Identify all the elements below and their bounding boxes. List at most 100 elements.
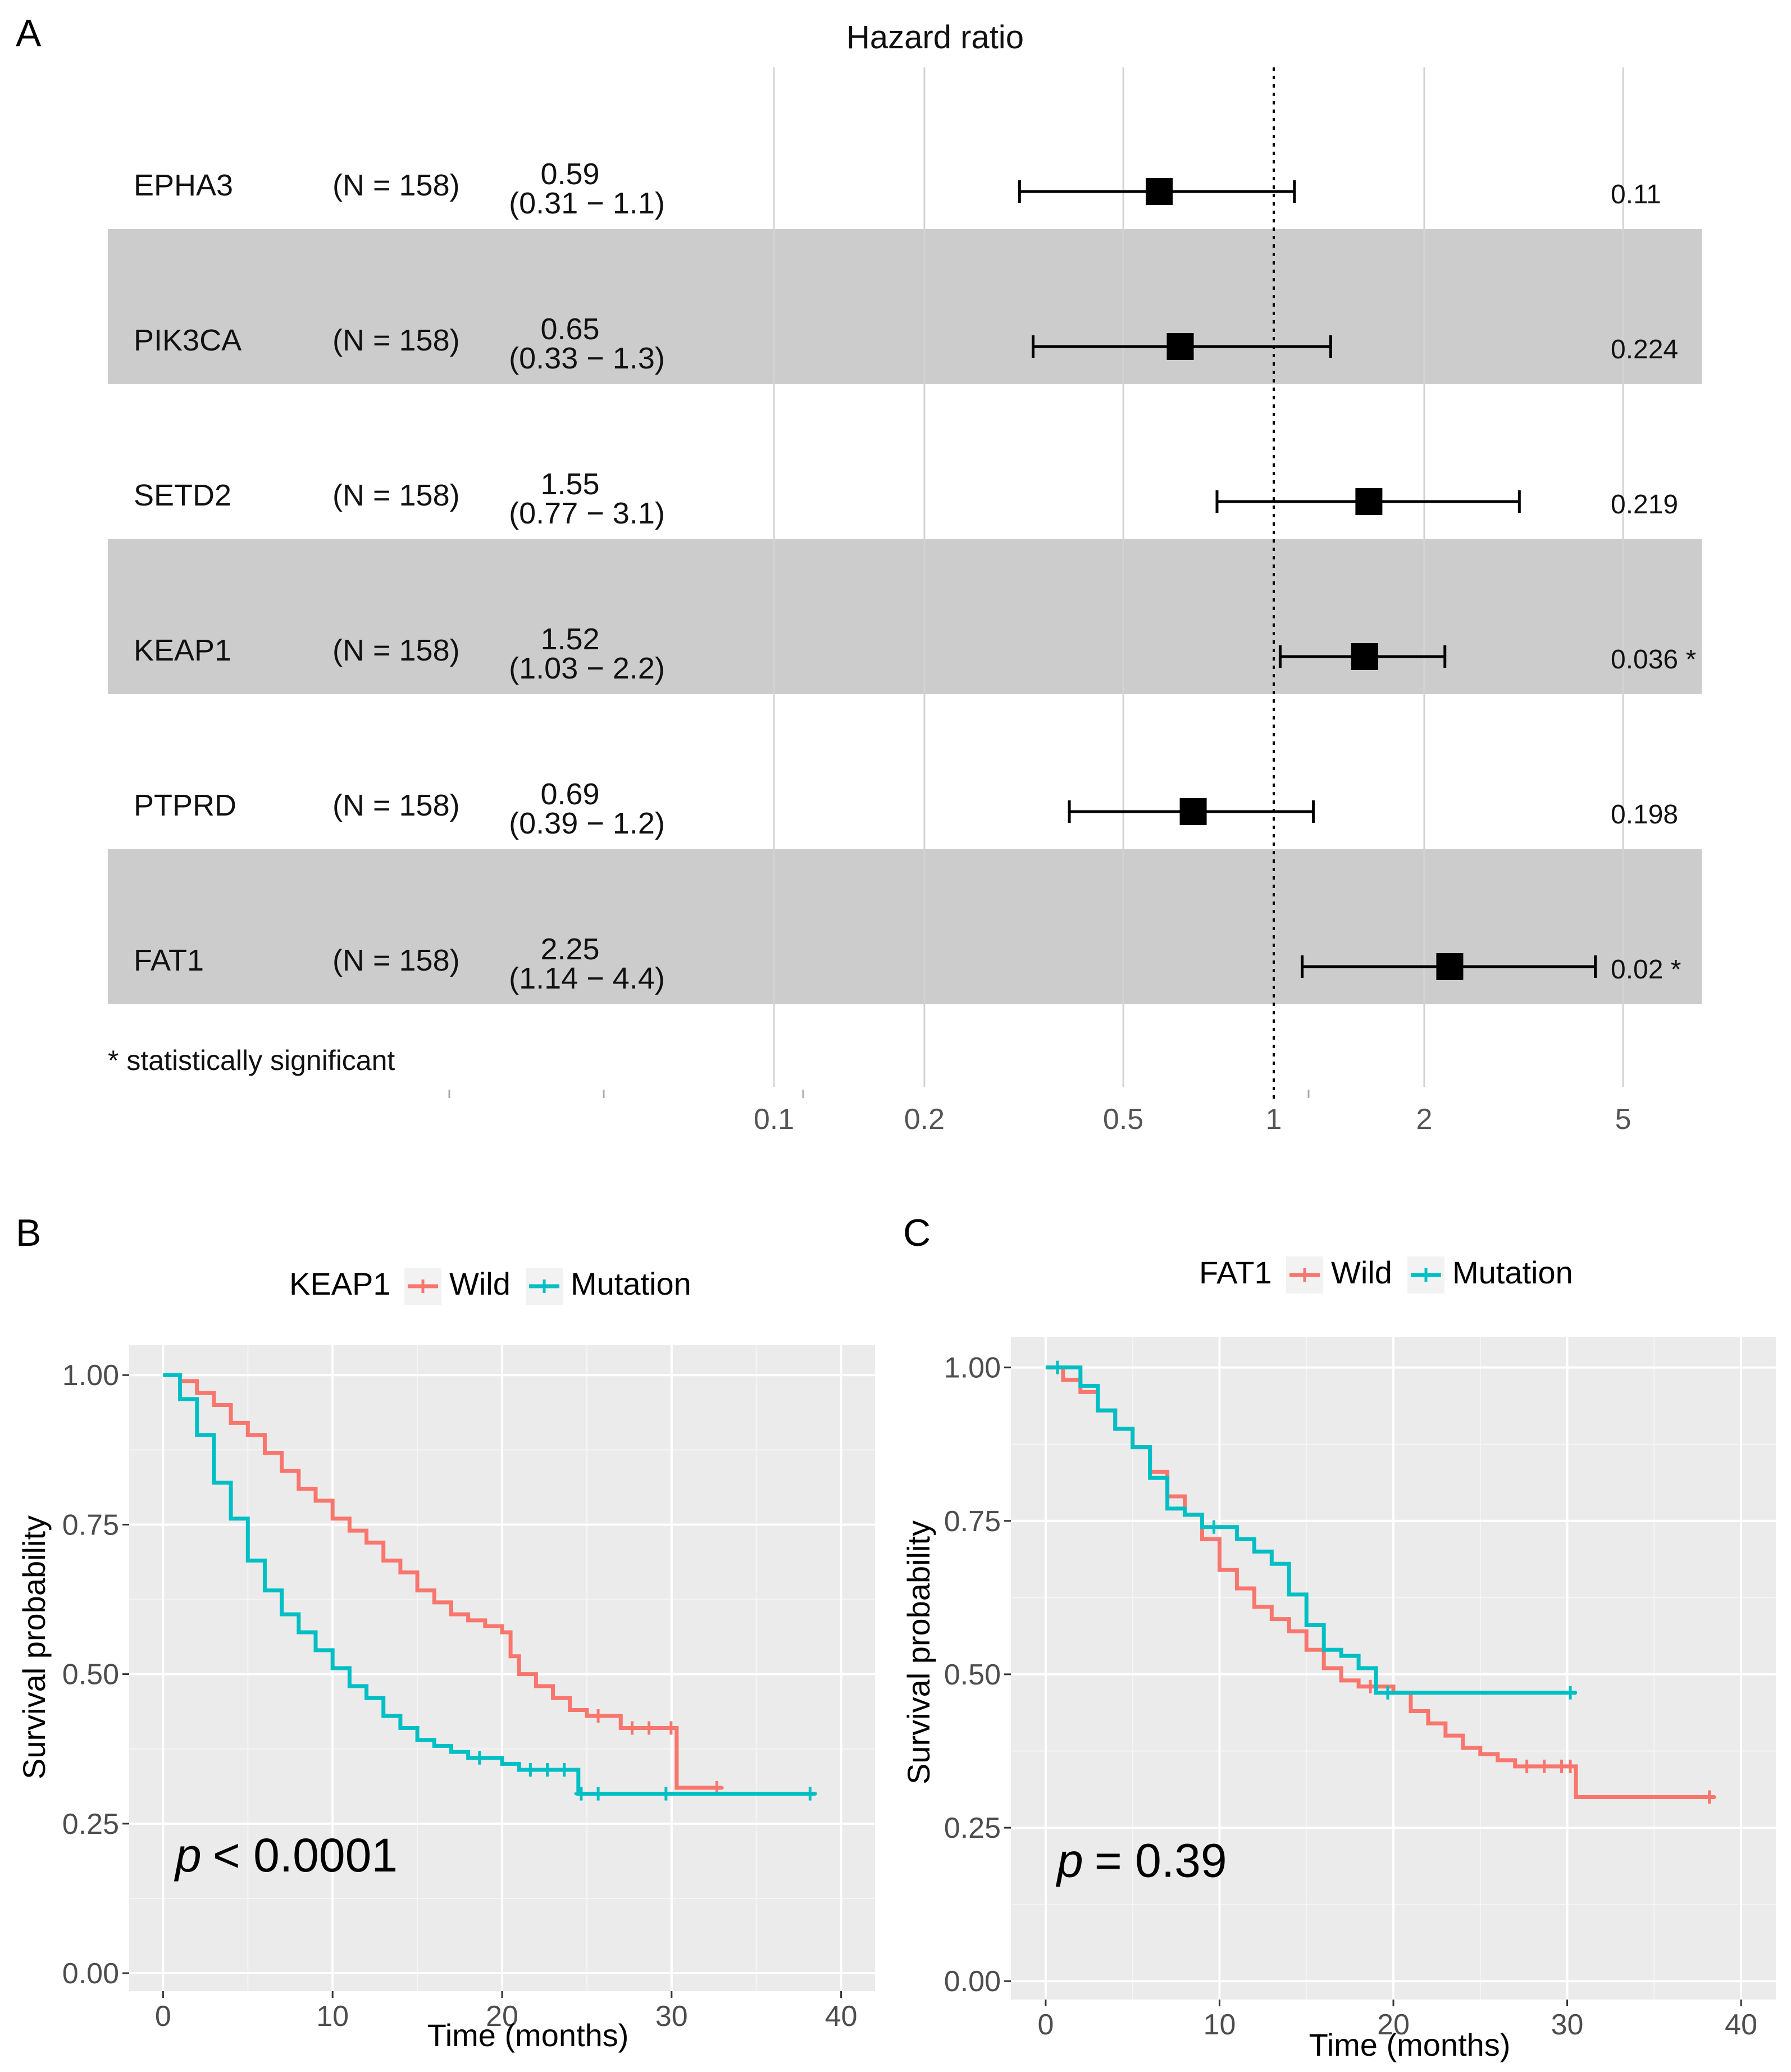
forest-row-ptprd: PTPRD (N = 158) 0.69(0.39 − 1.2) 0.198	[134, 777, 1678, 840]
y-tick-label: 1.00	[944, 1352, 1001, 1385]
hr-point	[1146, 178, 1173, 205]
ci-label: (0.77 − 3.1)	[509, 497, 665, 530]
ci-label: (0.33 − 1.3)	[509, 341, 665, 375]
forest-x-tick-label: 0.1	[754, 1103, 794, 1136]
p-value-label: 0.036 *	[1611, 645, 1696, 675]
row-shade	[108, 229, 1702, 384]
censor-mark	[803, 1787, 817, 1801]
km-plot-area-c: 0.00 0.25 0.50 0.75 1.00 0 10 20 30 40 p = 0.39	[944, 1337, 1776, 2041]
p-symbol: p	[174, 1829, 202, 1882]
forest-x-axis: 0.1 0.2 0.5 1 2 5	[448, 1090, 1632, 1136]
censor-mark	[659, 1787, 673, 1801]
legend-title: FAT1	[1199, 1255, 1272, 1290]
panel-label-c: C	[903, 1212, 931, 1254]
p-value-label: 0.219	[1611, 490, 1678, 520]
legend-label-mutation: Mutation	[571, 1266, 691, 1301]
hr-label: 2.25	[540, 932, 599, 966]
censor-mark	[523, 1763, 537, 1777]
legend-fat1: FAT1 Wild Mutation	[1199, 1255, 1573, 1294]
hr-label: 1.52	[540, 622, 599, 656]
km-curve-wild	[163, 1373, 723, 1790]
p-value-label: 0.198	[1611, 800, 1678, 830]
censor-mark	[625, 1721, 639, 1735]
p-value-text: = 0.39	[1095, 1834, 1227, 1887]
forest-row-pik3ca: PIK3CA (N = 158) 0.65(0.33 − 1.3) 0.224	[134, 312, 1678, 375]
y-tick-label: 1.00	[62, 1359, 119, 1392]
forest-row-setd2: SETD2 (N = 158) 1.55(0.77 − 3.1) 0.219	[134, 467, 1678, 530]
x-tick-label: 0	[1037, 2009, 1054, 2041]
y-axis-label-c: Survival probability	[901, 1520, 936, 1784]
km-plot-keap1: B KEAP1 Wild Mutation 0.00 0.25 0.50 0.75 1.00…	[16, 1212, 875, 2053]
censor-mark	[591, 1709, 605, 1723]
row-shading-layer	[108, 229, 1702, 1004]
hr-label: 1.55	[540, 467, 599, 501]
n-label: (N = 158)	[332, 479, 460, 512]
x-axis-label-c: Time (months)	[1309, 2027, 1511, 2062]
forest-row-fat1: FAT1 (N = 158) 2.25(1.14 − 4.4) 0.02 *	[134, 932, 1681, 995]
x-axis-label-b: Time (months)	[427, 2018, 629, 2053]
row-shade	[108, 539, 1702, 694]
censor-mark	[591, 1787, 605, 1801]
gene-label: EPHA3	[134, 169, 233, 202]
y-tick-label: 0.75	[62, 1509, 119, 1541]
panel-label-a: A	[16, 12, 42, 54]
censor-mark	[1702, 1790, 1716, 1804]
p-value-label: 0.02 *	[1611, 955, 1681, 985]
km-curve-mutation	[1045, 1365, 1576, 1695]
gene-label: PTPRD	[134, 789, 236, 822]
x-tick-label: 10	[316, 2000, 349, 2033]
censor-mark	[1564, 1686, 1578, 1700]
gene-label: FAT1	[134, 944, 204, 977]
forest-rows: EPHA3 (N = 158) 0.59(0.31 − 1.1) 0.11 PIK3CA…	[134, 157, 1696, 995]
p-value-label: 0.224	[1611, 335, 1678, 365]
censor-mark	[557, 1763, 571, 1777]
censor-mark	[1520, 1759, 1534, 1773]
y-axis-label-b: Survival probability	[16, 1515, 52, 1779]
n-label: (N = 158)	[332, 169, 460, 202]
forest-title: Hazard ratio	[846, 19, 1024, 56]
censor-mark	[540, 1763, 554, 1777]
censor-mark	[472, 1751, 486, 1765]
n-label: (N = 158)	[332, 324, 460, 357]
forest-row-keap1: KEAP1 (N = 158) 1.52(1.03 − 2.2) 0.036 *	[134, 622, 1696, 685]
hr-label: 0.59	[540, 157, 599, 191]
n-label: (N = 158)	[332, 944, 460, 977]
censor-mark	[1381, 1686, 1394, 1700]
forest-x-tick-label: 5	[1615, 1103, 1632, 1136]
censor-mark	[1207, 1520, 1221, 1534]
x-tick-label: 20	[486, 2000, 518, 2033]
censor-mark	[574, 1787, 588, 1801]
x-tick-label: 40	[825, 2000, 858, 2033]
n-label: (N = 158)	[332, 634, 460, 667]
legend-label-mutation: Mutation	[1452, 1255, 1573, 1290]
p-value-label: 0.11	[1611, 180, 1661, 210]
legend-key-censor	[1419, 1268, 1433, 1282]
ci-label: (0.31 − 1.1)	[509, 186, 665, 220]
gene-label: SETD2	[134, 479, 231, 512]
ci-label: (1.14 − 4.4)	[509, 962, 665, 995]
hr-point	[1436, 953, 1464, 980]
y-tick-label: 0.50	[62, 1659, 119, 1691]
km-plot-fat1: C FAT1 Wild Mutation 0.000.250.500.751.000…	[901, 1212, 1776, 2062]
forest-gridlines	[773, 67, 1624, 1101]
hr-label: 0.69	[540, 777, 599, 811]
y-tick-label: 0.25	[944, 1812, 1001, 1845]
censor-mark	[642, 1721, 656, 1735]
p-symbol: p	[1055, 1834, 1083, 1887]
censor-mark	[1050, 1360, 1064, 1374]
censor-mark	[1564, 1759, 1578, 1773]
censor-mark	[664, 1721, 678, 1735]
legend-label-wild: Wild	[449, 1266, 511, 1301]
legend-keap1: KEAP1 Wild Mutation	[289, 1266, 691, 1305]
x-tick-label: 10	[1204, 2009, 1236, 2041]
y-tick-label: 0.25	[62, 1808, 119, 1841]
forest-x-tick-label: 2	[1416, 1103, 1432, 1136]
hr-point	[1179, 798, 1207, 825]
y-tick-label: 0.75	[944, 1505, 1001, 1538]
n-label: (N = 158)	[332, 789, 460, 822]
p-value-annotation: p < 0.0001	[174, 1829, 398, 1882]
forest-x-tick-label: 1	[1266, 1103, 1282, 1136]
p-value-annotation: p = 0.39	[1055, 1834, 1227, 1887]
row-shade	[108, 849, 1702, 1004]
